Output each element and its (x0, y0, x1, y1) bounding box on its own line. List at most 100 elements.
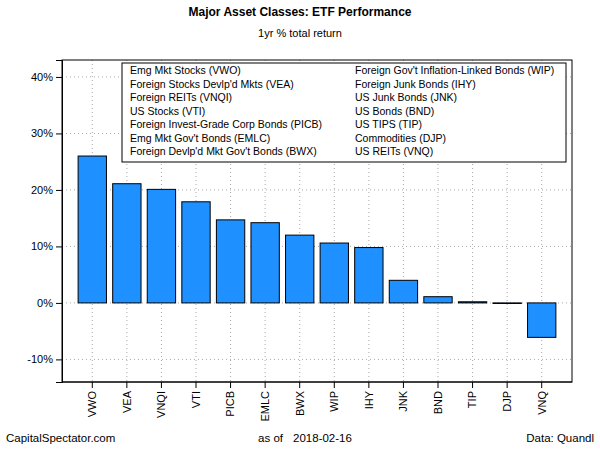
bar (113, 184, 141, 303)
bar (528, 303, 556, 337)
x-axis: VWO VEA VNQI VTI PICB EMLC BWX WIP IHY JNK BND TIP D… (62, 382, 572, 422)
grid-line (62, 359, 572, 360)
x-tick-mark (403, 382, 404, 388)
x-tick: VWO (86, 382, 98, 417)
y-tick: -10% (27, 353, 62, 365)
annotation-frame (122, 63, 566, 162)
annotation: US REITs (VNQ) (355, 145, 433, 157)
annotation: Foreign Junk Bonds (IHY) (355, 78, 476, 90)
x-tick-label: WIP (328, 391, 340, 412)
x-tick-label: PICB (224, 391, 236, 417)
y-tick-label: 20% (31, 184, 53, 196)
y-tick-mark (56, 246, 62, 247)
footer-date: as of 2018-02-16 (258, 432, 352, 444)
y-tick: 20% (31, 184, 62, 196)
x-tick: BWX (294, 382, 306, 416)
x-axis-line (62, 382, 572, 383)
annotation: Emg Mkt Gov't Bonds (EMLC) (130, 132, 270, 144)
x-tick-mark (368, 382, 369, 388)
y-tick-mark (56, 77, 62, 78)
x-tick-mark (196, 382, 197, 388)
bar (182, 202, 210, 303)
y-tick-mark (56, 359, 62, 360)
bar (493, 302, 521, 304)
subtitle: 1yr % total return (258, 27, 342, 39)
x-tick-label: BWX (294, 390, 306, 416)
y-tick-mark (56, 133, 62, 134)
annotation: Foreign Invest-Grade Corp Bonds (PICB) (130, 118, 322, 130)
y-tick: 0% (37, 297, 62, 309)
x-tick-label: EMLC (259, 391, 271, 422)
bar (458, 302, 486, 303)
chart: Major Asset Classes: ETF Performance 1yr … (0, 0, 600, 450)
x-tick-mark (541, 382, 542, 388)
x-tick-mark (507, 382, 508, 388)
x-tick-label: VNQI (155, 391, 167, 418)
x-tick-label: VEA (121, 390, 133, 413)
x-tick-mark (334, 382, 335, 388)
y-axis-line (56, 61, 63, 383)
x-tick: BND (432, 382, 444, 414)
x-tick: TIP (466, 382, 478, 408)
y-tick-label: 0% (37, 297, 53, 309)
annotation: US TIPS (TIP) (355, 118, 422, 130)
annotation: US Junk Bonds (JNK) (355, 91, 457, 103)
y-tick-label: 40% (31, 71, 53, 83)
footer-date-value: 2018-02-16 (293, 432, 352, 444)
bar (355, 248, 383, 303)
x-tick-mark (299, 382, 300, 388)
x-tick: PICB (224, 382, 236, 417)
x-tick: EMLC (259, 382, 271, 422)
bar (78, 156, 106, 303)
annotation: Foreign Gov't Inflation-Linked Bonds (WI… (355, 64, 554, 76)
annotation: US Bonds (BND) (355, 105, 434, 117)
x-tick: VEA (121, 382, 133, 413)
x-tick-mark (92, 382, 93, 388)
bar (286, 235, 314, 303)
footer-date-label: as of (258, 432, 284, 444)
annotation: US Stocks (VTI) (130, 105, 205, 117)
y-tick-label: 10% (31, 240, 53, 252)
bar (147, 189, 175, 303)
title: Major Asset Classes: ETF Performance (189, 5, 412, 19)
y-axis: -10% 0% 10% 20% 30% 40% (27, 61, 62, 383)
x-tick: WIP (328, 382, 340, 412)
y-tick-mark (56, 190, 62, 191)
x-tick-label: TIP (466, 391, 478, 408)
footer-source: CapitalSpectator.com (6, 432, 115, 444)
x-tick-mark (438, 382, 439, 388)
x-tick-mark (230, 382, 231, 388)
x-tick-label: VWO (86, 391, 98, 418)
annotation: Foreign Stocks Devlp'd Mkts (VEA) (130, 78, 294, 90)
annotation: Foreign Devlp'd Mkt Gov't Bonds (BWX) (130, 145, 317, 157)
footer-data-source: Data: Quandl (526, 432, 594, 444)
bars (78, 156, 556, 337)
grid (62, 60, 572, 382)
x-tick-label: IHY (363, 390, 375, 409)
y-tick: 40% (31, 71, 62, 83)
x-tick-label: VTI (190, 391, 202, 408)
x-tick: DJP (501, 382, 513, 412)
annotation-box: Emg Mkt Stocks (VWO) Foreign Stocks Devlp… (122, 63, 566, 162)
x-tick-label: DJP (501, 391, 513, 412)
y-tick: 30% (31, 127, 62, 139)
bar (320, 243, 348, 303)
x-tick: VTI (190, 382, 202, 408)
bar (216, 220, 244, 303)
y-tick-mark (56, 303, 62, 304)
annotation: Emg Mkt Stocks (VWO) (130, 64, 241, 76)
x-tick: JNK (397, 382, 409, 412)
y-tick-label: 30% (31, 127, 53, 139)
x-tick-mark (472, 382, 473, 388)
x-tick: VNQ (536, 382, 548, 415)
x-tick-mark (265, 382, 266, 388)
bar (251, 223, 279, 303)
bar (389, 280, 417, 303)
x-tick-label: VNQ (536, 391, 548, 415)
x-tick-mark (161, 382, 162, 388)
y-tick-label: -10% (27, 353, 53, 365)
x-tick-label: JNK (397, 390, 409, 411)
x-tick-label: BND (432, 391, 444, 414)
x-tick: IHY (363, 382, 375, 409)
annotation: Foreign REITs (VNQI) (130, 91, 232, 103)
